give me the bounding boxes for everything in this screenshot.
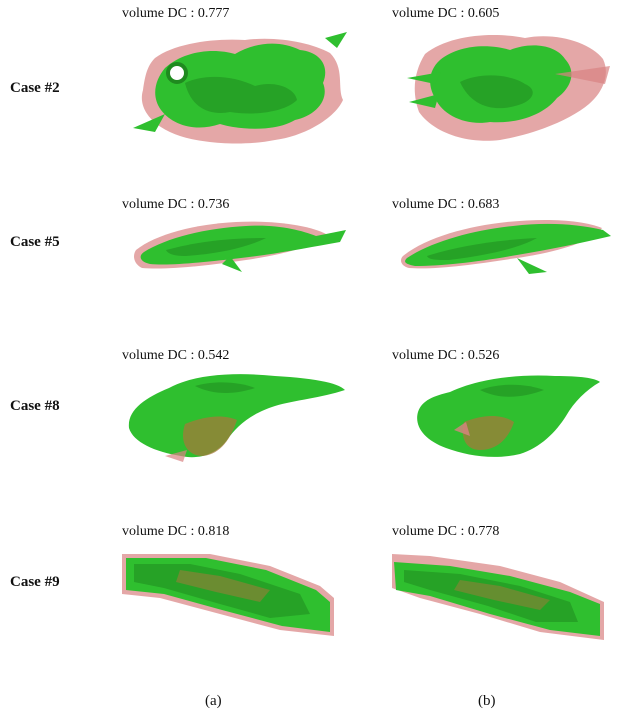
dc-label-case9-b: volume DC : 0.778	[392, 524, 499, 540]
dc-label-case8-b: volume DC : 0.526	[392, 348, 499, 364]
dc-prefix: volume DC :	[392, 197, 468, 212]
case-label-2: Case #2	[10, 80, 60, 96]
dc-label-case8-a: volume DC : 0.542	[122, 348, 229, 364]
column-label-a: (a)	[205, 693, 222, 709]
dc-prefix: volume DC :	[392, 6, 468, 21]
dc-label-case2-a: volume DC : 0.777	[122, 6, 229, 22]
dc-value: 0.818	[197, 524, 230, 539]
case-label-5: Case #5	[10, 234, 60, 250]
dc-label-case9-a: volume DC : 0.818	[122, 524, 229, 540]
column-label-b: (b)	[478, 693, 496, 709]
dc-label-case2-b: volume DC : 0.605	[392, 6, 499, 22]
dc-prefix: volume DC :	[122, 197, 198, 212]
segmentation-render-case8-b	[417, 375, 600, 457]
dc-value: 0.683	[467, 197, 500, 212]
case-label-8: Case #8	[10, 398, 60, 414]
dc-value: 0.777	[197, 6, 230, 21]
segmentation-render-case2-b	[407, 35, 610, 141]
dc-prefix: volume DC :	[392, 524, 468, 539]
segmentation-render-case2-a	[133, 32, 347, 144]
segmentation-render-case8-a	[128, 374, 345, 462]
dc-prefix: volume DC :	[122, 348, 198, 363]
dc-value: 0.526	[467, 348, 500, 363]
segmentation-render-case5-b	[401, 220, 611, 274]
dc-value: 0.736	[197, 197, 230, 212]
dc-prefix: volume DC :	[122, 524, 198, 539]
segmentation-render-case5-a	[134, 221, 346, 272]
dc-value: 0.605	[467, 6, 500, 21]
dc-value: 0.542	[197, 348, 230, 363]
dc-label-case5-b: volume DC : 0.683	[392, 197, 499, 213]
dc-prefix: volume DC :	[392, 348, 468, 363]
case-label-9: Case #9	[10, 574, 60, 590]
dc-prefix: volume DC :	[122, 6, 198, 21]
segmentation-render-case9-a	[122, 554, 334, 636]
dc-value: 0.778	[467, 524, 500, 539]
segmentation-render-case9-b	[392, 554, 604, 640]
dc-label-case5-a: volume DC : 0.736	[122, 197, 229, 213]
